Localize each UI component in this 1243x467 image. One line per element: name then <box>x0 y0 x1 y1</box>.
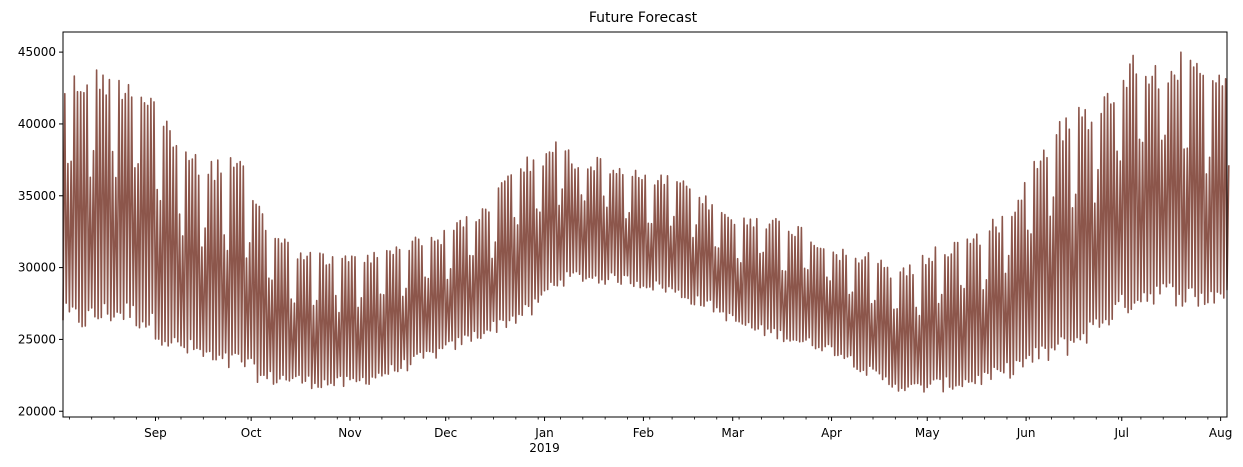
x-tick-label: May <box>915 426 940 440</box>
y-tick-label: 45000 <box>18 45 56 59</box>
series-layer <box>62 51 1230 393</box>
y-tick-label: 40000 <box>18 117 56 131</box>
x-tick-label: Jan <box>534 426 554 440</box>
x-tick-label: Mar <box>721 426 744 440</box>
x-axis: Sep Oct Nov Dec Jan Feb Mar Apr May Jun Jul Aug <box>68 417 1232 440</box>
x-tick-label: Oct <box>241 426 262 440</box>
y-tick-label: 25000 <box>18 332 56 346</box>
x-tick-label: Jun <box>1016 426 1036 440</box>
x-tick-label: Jul <box>1114 426 1129 440</box>
x-tick-label: Feb <box>633 426 654 440</box>
y-tick-label: 35000 <box>18 189 56 203</box>
x-axis-year-label: 2019 <box>529 441 560 455</box>
x-tick-label: Aug <box>1209 426 1232 440</box>
y-tick-label: 30000 <box>18 261 56 275</box>
x-tick-label: Nov <box>338 426 361 440</box>
x-tick-label: Dec <box>434 426 457 440</box>
chart-title: Future Forecast <box>589 10 698 26</box>
plot-frame <box>62 31 1228 418</box>
y-axis: 20000 25000 30000 35000 40000 45000 <box>18 45 63 418</box>
y-tick-label: 20000 <box>18 404 56 418</box>
x-tick-label: Apr <box>821 426 842 440</box>
x-tick-label: Sep <box>144 426 167 440</box>
series-line <box>62 51 1230 393</box>
